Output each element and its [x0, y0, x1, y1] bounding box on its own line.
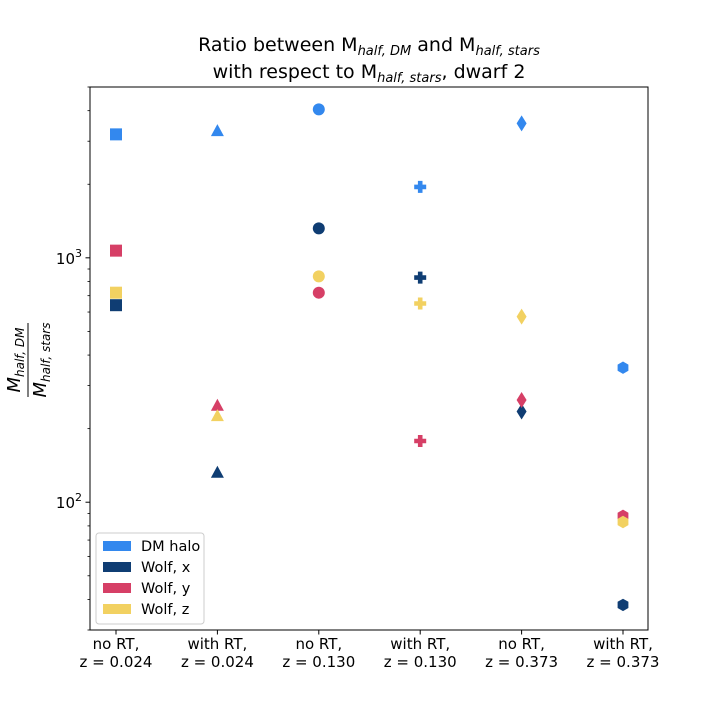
title-line-1-part-1: Ratio between M [198, 34, 357, 56]
data-point [414, 271, 427, 284]
x-tick-label: z = 0.373 [587, 653, 660, 671]
data-point [617, 598, 629, 612]
data-point [312, 103, 325, 116]
y-label-num-sub: half, DM [13, 327, 27, 377]
x-tick-label: z = 0.024 [181, 653, 254, 671]
y-tick-label-exponent: 3 [75, 247, 82, 260]
x-tick-label: with RT, [187, 635, 247, 653]
y-tick-label: 103 [56, 247, 82, 268]
data-point [617, 515, 629, 529]
plot-frame [89, 86, 649, 631]
y-tick-label-base: 10 [56, 494, 75, 512]
legend-swatch [103, 604, 131, 614]
x-tick-label: z = 0.373 [485, 653, 558, 671]
x-tick-label: z = 0.130 [282, 653, 355, 671]
legend-label: Wolf, z [141, 602, 189, 618]
data-point [210, 398, 224, 411]
legend-box [95, 532, 205, 625]
legend-label: DM halo [141, 539, 200, 555]
data-point [312, 286, 325, 299]
series-3-points [110, 244, 629, 522]
data-point [414, 435, 427, 447]
data-point [516, 392, 527, 408]
y-axis-label-numerator: Mhalf, DM [4, 327, 27, 393]
data-point [617, 361, 629, 374]
title-line-2-tail: , dwarf 2 [441, 61, 525, 83]
data-point [414, 180, 427, 193]
data-point [414, 297, 427, 310]
legend: DM halo Wolf, x Wolf, y Wolf, z [95, 532, 205, 625]
legend-swatch [103, 541, 131, 551]
y-tick-label-exponent: 2 [75, 491, 82, 504]
data-point [312, 222, 325, 235]
x-tick-label: with RT, [593, 635, 653, 653]
y-axis-label-denominator: Mhalf, stars [30, 323, 53, 398]
data-point [516, 403, 527, 420]
y-label-den-sub: half, stars [39, 323, 53, 382]
legend-label: Wolf, y [141, 581, 191, 597]
chart-title-line-2: with respect to Mhalf, stars, dwarf 2 [213, 61, 526, 86]
series-2-points [110, 222, 629, 612]
data-point [110, 286, 122, 299]
chart-title-line-1: Ratio between Mhalf, DM and Mhalf, stars [198, 34, 540, 59]
series-4-points [110, 270, 629, 529]
data-point [516, 115, 527, 132]
data-points [110, 103, 629, 612]
legend-swatch [103, 583, 131, 593]
data-point [312, 270, 325, 283]
data-point [516, 308, 527, 325]
x-tick-label: no RT, [498, 635, 545, 653]
data-point [210, 409, 224, 422]
y-label-num-base: M [4, 377, 25, 393]
title-line-1-sub-1: half, DM [358, 44, 412, 59]
legend-swatch [103, 562, 131, 572]
series-1-points [110, 103, 629, 374]
x-tick-label: no RT, [93, 635, 140, 653]
data-point [210, 124, 224, 137]
data-point [110, 244, 122, 257]
y-tick-label-base: 10 [56, 250, 75, 268]
legend-label: Wolf, x [141, 560, 191, 576]
x-tick-label: no RT, [295, 635, 342, 653]
y-label-den-base: M [30, 381, 51, 397]
title-line-2-sub-1: half, stars [377, 71, 442, 86]
title-line-1-sub-2: half, stars [475, 44, 540, 59]
y-tick-label: 102 [56, 491, 82, 512]
x-tick-label: with RT, [390, 635, 450, 653]
x-tick-label: z = 0.024 [80, 653, 153, 671]
title-line-1-part-2: and M [411, 34, 475, 56]
title-line-2-part-1: with respect to M [213, 61, 378, 83]
data-point [210, 465, 224, 478]
data-point [110, 299, 122, 312]
y-axis-label: Mhalf, DM Mhalf, stars [4, 323, 53, 398]
data-point [110, 128, 122, 141]
x-tick-label: z = 0.130 [384, 653, 457, 671]
